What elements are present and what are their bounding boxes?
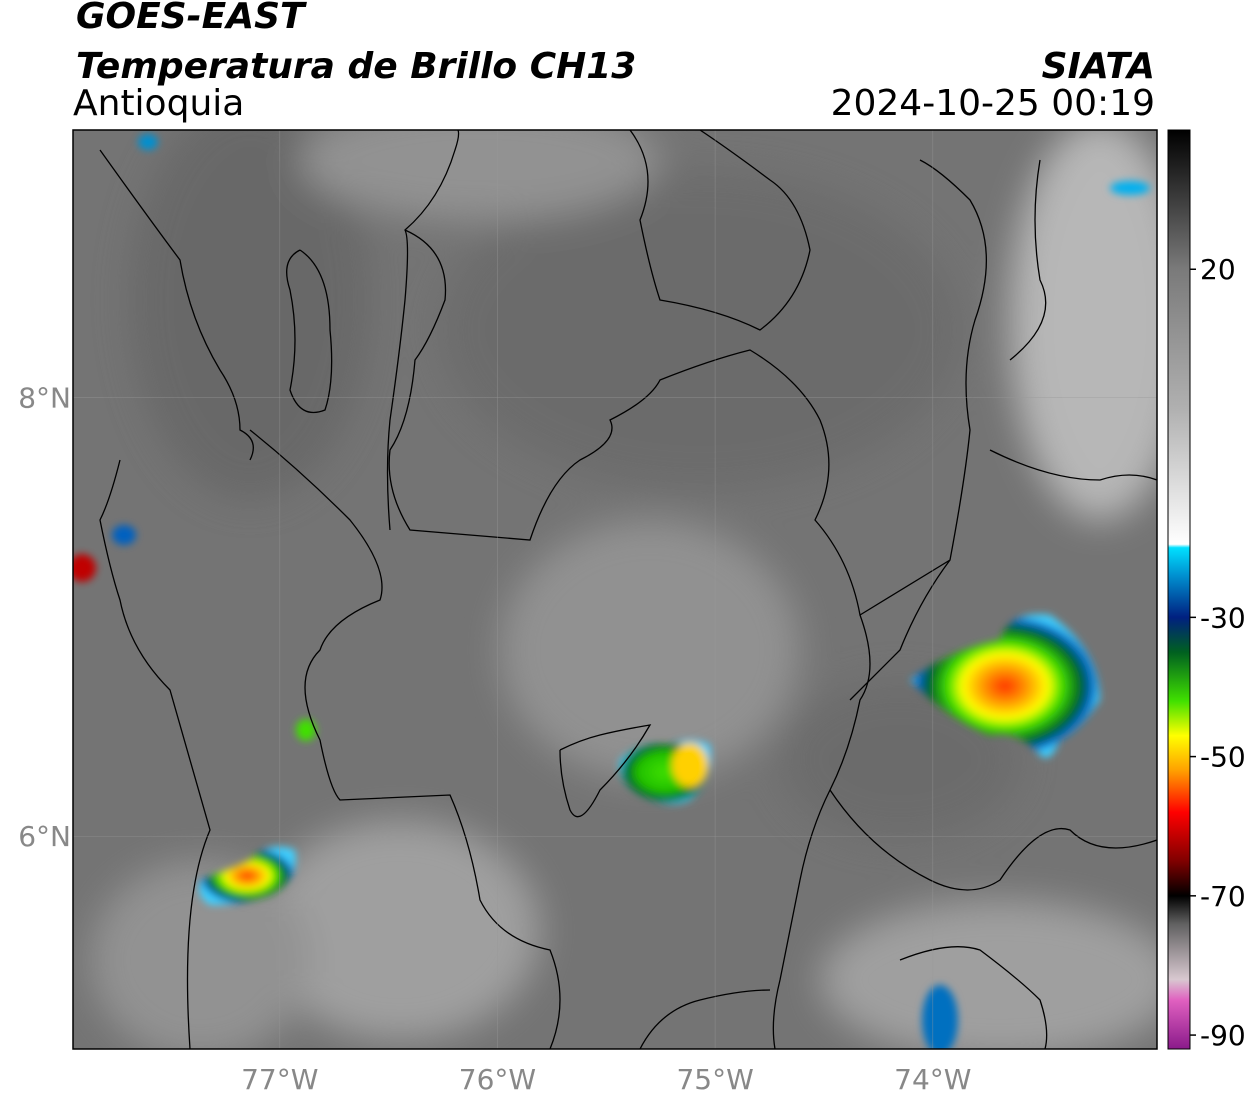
lat-tick-label: 8°N <box>18 382 71 415</box>
colorbar-tick-label: 20 <box>1200 253 1236 286</box>
lat-tick-label: 6°N <box>18 820 71 853</box>
colorbar-tick-label: -50 <box>1200 741 1246 774</box>
colorbar-tick-label: -30 <box>1200 601 1246 634</box>
map-frame <box>72 129 1158 1050</box>
source: SIATA <box>1042 46 1155 87</box>
borders <box>99 130 1157 1049</box>
lon-tick-label: 77°W <box>241 1063 318 1096</box>
satellite: GOES-EAST <box>76 0 307 37</box>
region: Antioquia <box>73 83 244 124</box>
lon-tick-label: 75°W <box>676 1063 753 1096</box>
satellite-image <box>73 130 1157 1049</box>
datetime: 2024-10-25 00:19 <box>831 83 1155 124</box>
colorbar-tick-label: -90 <box>1200 1019 1246 1052</box>
product: Temperatura de Brillo CH13 <box>76 46 636 87</box>
colorbar-tick-label: -70 <box>1200 880 1246 913</box>
lon-tick-label: 74°W <box>894 1063 971 1096</box>
lon-tick-label: 76°W <box>459 1063 536 1096</box>
colorbar <box>1167 129 1191 1050</box>
